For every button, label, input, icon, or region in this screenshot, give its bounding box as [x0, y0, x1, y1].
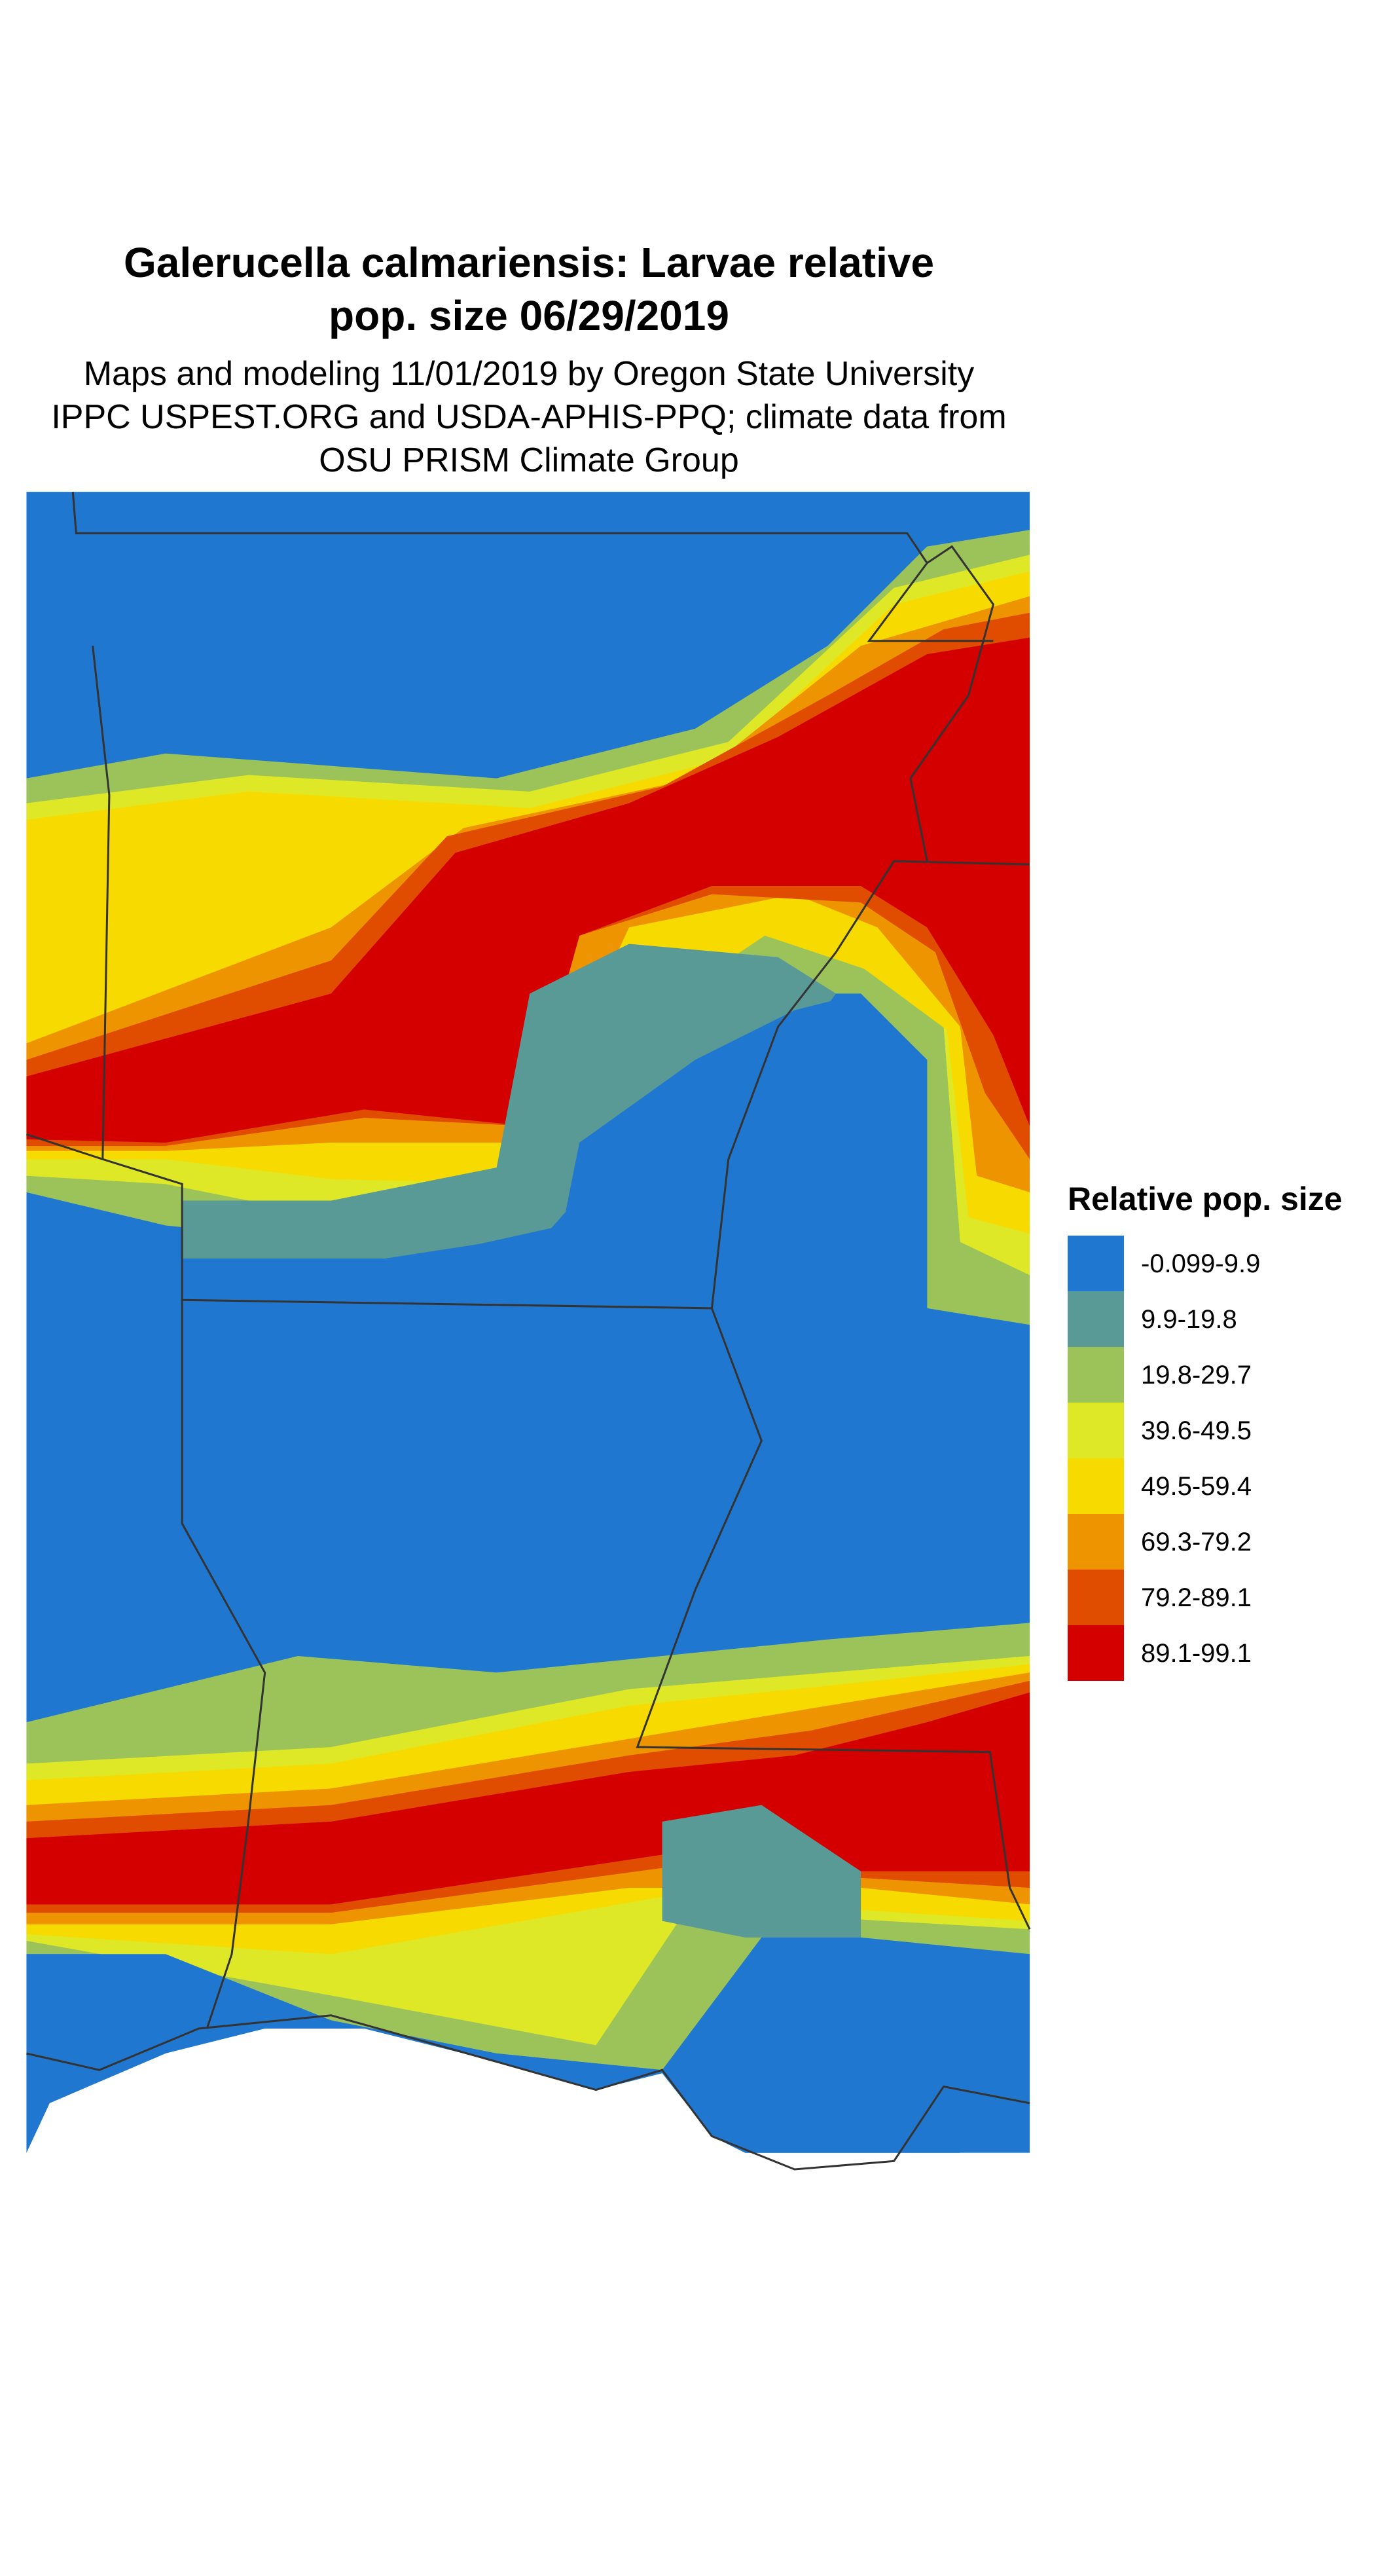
legend-title: Relative pop. size	[1068, 1181, 1343, 1217]
legend-swatch	[1068, 1347, 1124, 1403]
border	[92, 646, 1030, 1310]
gulf	[26, 2029, 1030, 2219]
legend-label: 19.8-29.7	[1141, 1361, 1252, 1389]
border	[909, 545, 995, 862]
border	[26, 1133, 103, 1160]
legend-label: 39.6-49.5	[1141, 1416, 1252, 1445]
legend-label: -0.099-9.9	[1141, 1249, 1260, 1278]
border	[181, 1300, 266, 2029]
zone	[26, 637, 1030, 1143]
subtitle-line: IPPC USPEST.ORG and USDA-APHIS-PPQ; clim…	[51, 398, 1006, 436]
title-line: pop. size 06/29/2019	[329, 292, 729, 339]
legend-label: 69.3-79.2	[1141, 1528, 1252, 1556]
subtitle-line: OSU PRISM Climate Group	[319, 441, 739, 479]
map	[26, 491, 1031, 2219]
border	[636, 1308, 1031, 1930]
legend-swatch	[1068, 1403, 1124, 1458]
legend-swatch	[1068, 1291, 1124, 1347]
coast	[26, 2014, 1030, 2171]
subtitle-line: Maps and modeling 11/01/2019 by Oregon S…	[84, 355, 975, 393]
legend-swatch	[1068, 1458, 1124, 1514]
title-line: Galerucella calmariensis: Larvae relativ…	[124, 239, 934, 286]
legend-swatch	[1068, 1236, 1124, 1291]
legend-swatch	[1068, 1625, 1124, 1681]
legend: -0.099-9.9 9.9-19.8 19.8-29.7 39.6-49.5 49.5…	[1068, 1236, 1260, 1681]
zone	[182, 993, 928, 1308]
legend-label: 9.9-19.8	[1141, 1305, 1237, 1334]
zone	[662, 1805, 861, 1938]
legend-swatch	[1068, 1514, 1124, 1570]
legend-swatch	[1068, 1570, 1124, 1625]
legend-label: 89.1-99.1	[1141, 1639, 1252, 1668]
border	[71, 491, 994, 642]
legend-label: 79.2-89.1	[1141, 1583, 1252, 1612]
zone	[182, 944, 837, 1267]
legend-label: 49.5-59.4	[1141, 1472, 1252, 1501]
